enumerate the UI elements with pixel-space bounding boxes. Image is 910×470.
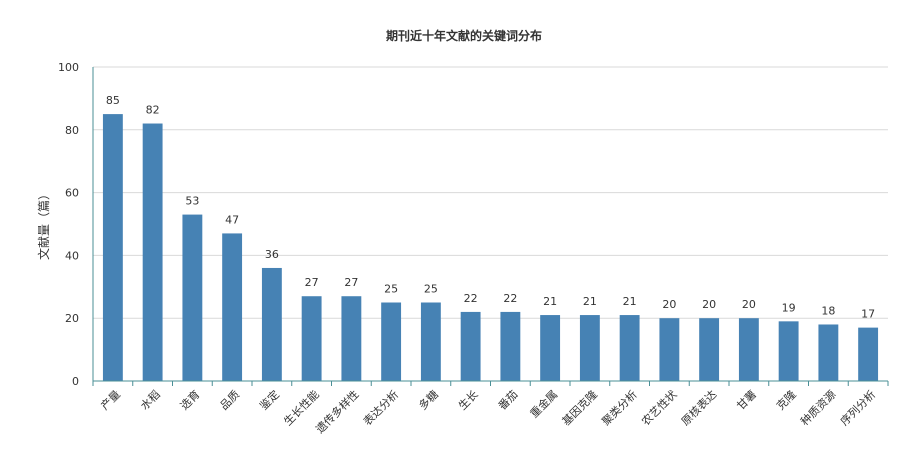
chart-title: 期刊近十年文献的关键词分布 (386, 28, 542, 43)
x-category-label: 种质资源 (797, 387, 838, 428)
x-category-label: 甘薯 (734, 388, 759, 413)
y-tick-label: 100 (58, 61, 79, 74)
bar[interactable] (261, 267, 282, 381)
x-category-label: 产量 (98, 387, 123, 412)
bar-value-label: 17 (861, 308, 875, 321)
bar[interactable] (500, 311, 521, 381)
bar-value-label: 85 (106, 94, 120, 107)
x-category-label: 重金属 (527, 387, 560, 420)
y-tick-label: 20 (65, 312, 79, 325)
y-axis-ticks: 0 20 40 60 80 100 (58, 61, 79, 388)
x-category-label: 水稻 (138, 388, 163, 413)
bar-value-label: 25 (424, 283, 438, 296)
bar-value-label: 25 (384, 283, 398, 296)
bar-value-label: 53 (185, 195, 199, 208)
bar[interactable] (341, 296, 362, 381)
y-tick-label: 60 (65, 187, 79, 200)
x-category-label: 品质 (217, 388, 242, 413)
bar-value-label: 27 (344, 276, 358, 289)
x-category-label: 表达分析 (360, 387, 401, 428)
x-category-label: 基因克隆 (559, 387, 600, 428)
bar[interactable] (301, 296, 322, 381)
bar-value-label: 20 (742, 298, 756, 311)
bar-value-label: 20 (702, 298, 716, 311)
x-category-label: 生长 (455, 387, 480, 412)
value-labels: 85 82 53 47 36 27 27 25 25 22 22 21 21 21 20 20 20 19 18 17 (106, 94, 875, 321)
x-category-label: 选育 (177, 387, 202, 412)
bar[interactable] (579, 315, 600, 381)
grid-lines (93, 66, 888, 319)
bar-value-label: 22 (503, 292, 517, 305)
bar-value-label: 19 (782, 301, 796, 314)
x-category-label: 聚类分析 (599, 387, 640, 428)
x-category-label: 生长性能 (281, 387, 322, 428)
bar[interactable] (738, 318, 759, 381)
bar-value-label: 36 (265, 248, 279, 261)
bar[interactable] (818, 324, 839, 381)
bar-value-label: 21 (623, 295, 637, 308)
bar-value-label: 20 (662, 298, 676, 311)
bar[interactable] (659, 318, 680, 381)
bar[interactable] (699, 318, 720, 381)
bar[interactable] (381, 302, 402, 382)
bar-value-label: 27 (305, 276, 319, 289)
bar-value-label: 22 (464, 292, 478, 305)
y-axis-label: 文献量（篇） (36, 188, 51, 260)
bar[interactable] (420, 302, 441, 382)
x-category-label: 克隆 (773, 387, 798, 412)
bar-value-label: 82 (146, 104, 160, 117)
x-category-label: 番茄 (495, 387, 520, 412)
bar-value-label: 21 (543, 295, 557, 308)
bar[interactable] (858, 327, 879, 381)
x-category-label: 原核表达 (678, 387, 719, 428)
bar[interactable] (778, 321, 799, 381)
bar-value-label: 47 (225, 213, 239, 226)
bar[interactable] (619, 315, 640, 381)
x-category-label: 鉴定 (257, 387, 282, 412)
x-category-label: 农艺性状 (638, 387, 679, 428)
bar[interactable] (102, 114, 123, 381)
x-category-label: 遗传多样性 (313, 387, 362, 436)
y-tick-label: 80 (65, 124, 79, 137)
bar-value-label: 21 (583, 295, 597, 308)
x-category-label: 多糖 (416, 387, 441, 412)
bar[interactable] (540, 315, 561, 381)
bar[interactable] (182, 214, 203, 381)
x-category-label: 序列分析 (837, 387, 878, 428)
bar[interactable] (142, 123, 163, 382)
bar-value-label: 18 (821, 304, 835, 317)
bar[interactable] (222, 233, 243, 381)
bars (102, 114, 879, 382)
bar[interactable] (460, 311, 481, 381)
y-tick-label: 40 (65, 249, 79, 262)
y-tick-label: 0 (72, 375, 79, 388)
